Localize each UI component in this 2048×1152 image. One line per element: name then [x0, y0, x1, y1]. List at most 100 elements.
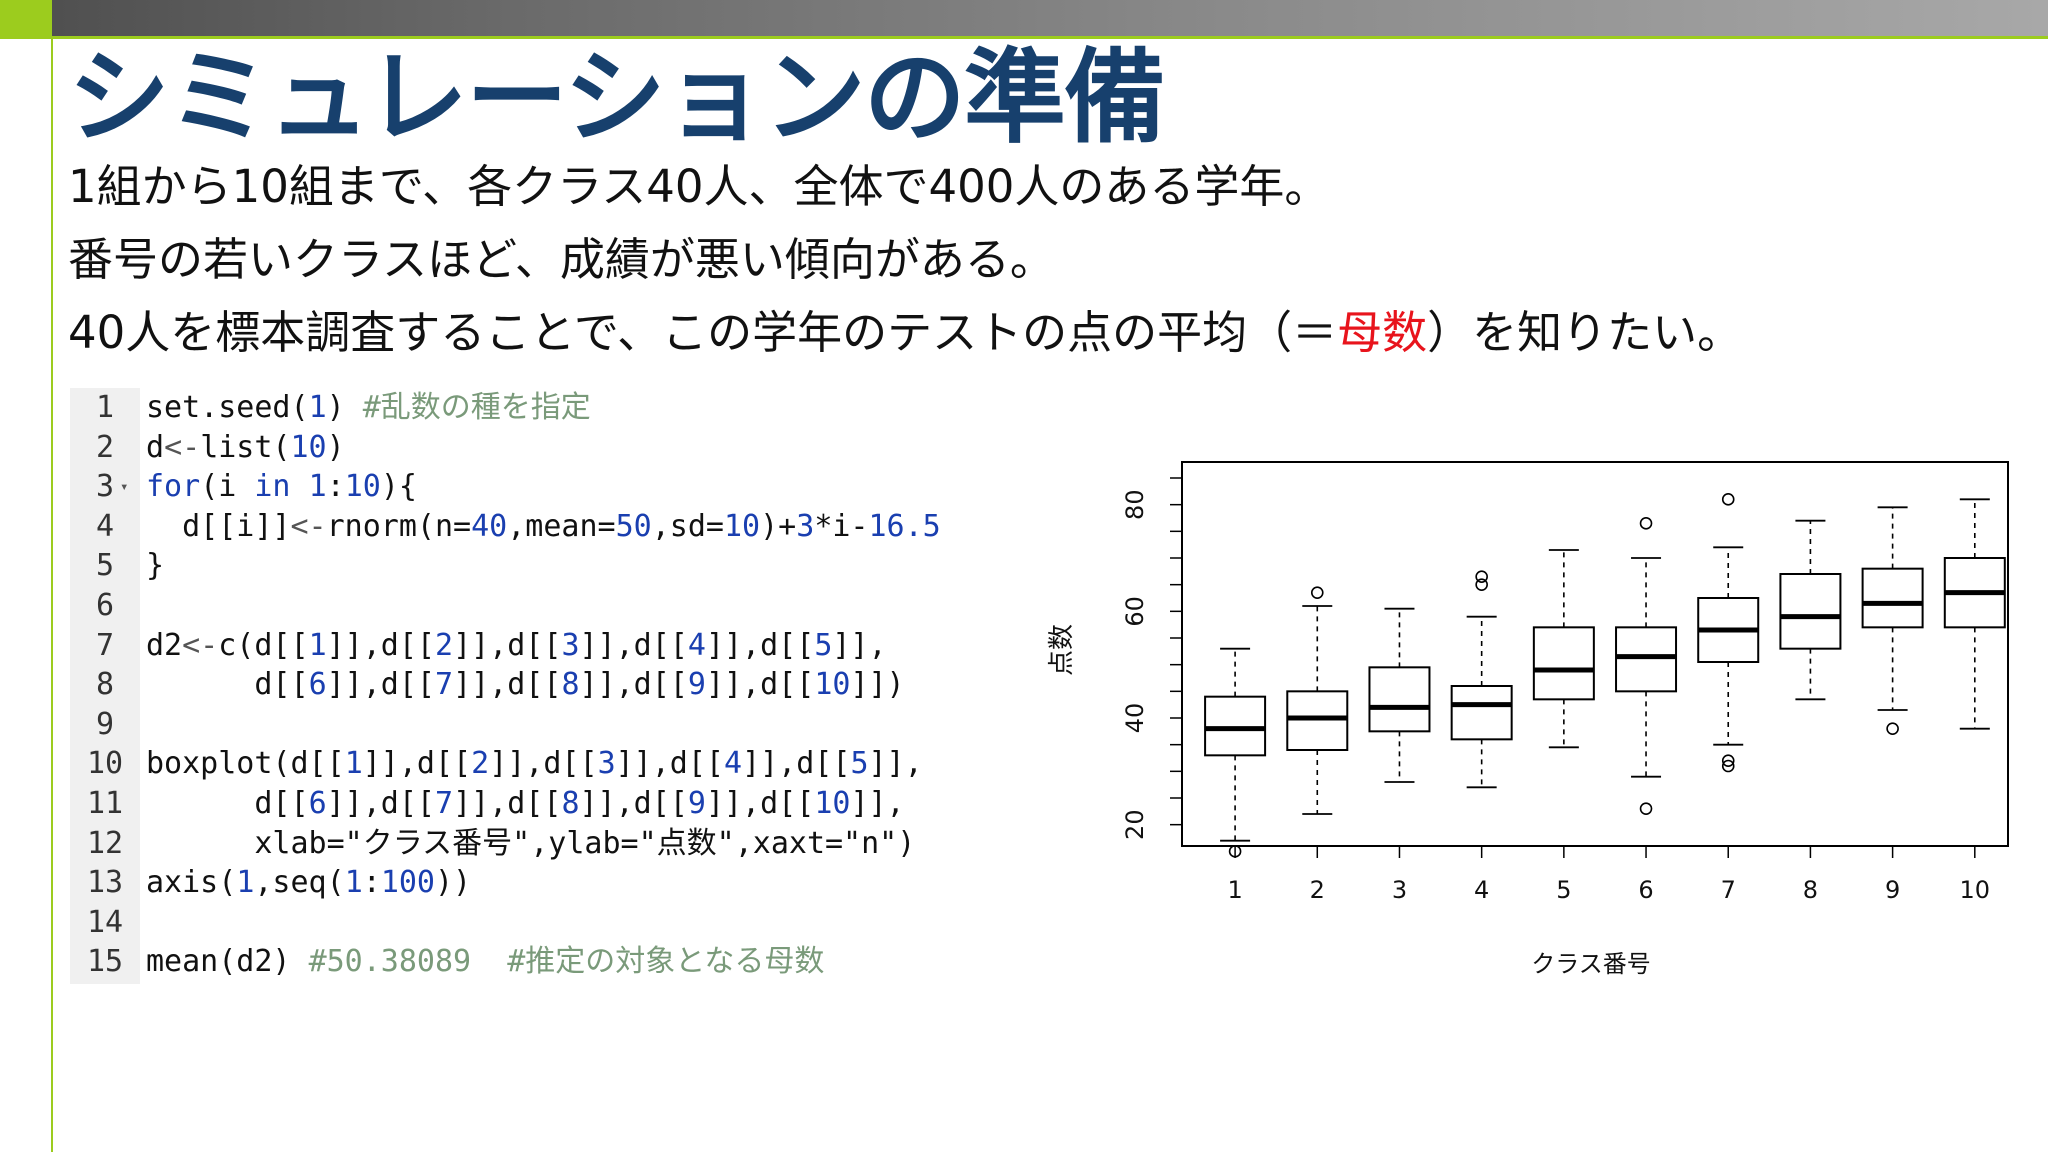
code-token: #乱数の種を指定	[362, 390, 591, 425]
code-token: 10	[344, 469, 381, 505]
line-number: 10	[86, 746, 124, 782]
code-text: }	[140, 548, 164, 583]
code-text	[140, 905, 146, 940]
x-tick-label: 4	[1474, 876, 1489, 904]
code-text: mean(d2) #50.38089 #推定の対象となる母数	[140, 944, 824, 979]
code-line: 9	[70, 705, 146, 745]
body-line-3-start: 40人を標本調査することで、この学年のテストの点の平均（＝	[68, 306, 1338, 359]
code-token: 1	[344, 865, 363, 901]
code-token: 10	[814, 667, 851, 703]
line-number: 2	[95, 429, 115, 465]
line-number: 7	[95, 627, 115, 663]
code-token: ))	[435, 865, 472, 901]
code-token: 3	[796, 508, 815, 544]
code-token: ]],d[[	[326, 667, 435, 703]
code-token: ]],d[[	[579, 667, 688, 703]
code-token: 7	[435, 667, 454, 703]
y-tick-label: 80	[1121, 489, 1149, 520]
code-token: ]],	[850, 786, 905, 821]
code-token: 2	[435, 627, 454, 663]
outlier-point	[1886, 722, 1899, 735]
code-line: 7 d2<-c(d[[1]],d[[2]],d[[3]],d[[4]],d[[5]…	[70, 626, 887, 666]
code-line: 6	[70, 586, 146, 626]
code-token: 1	[236, 865, 255, 901]
box-iqr	[1450, 685, 1513, 741]
outlier-point	[1721, 493, 1735, 506]
code-token: ]],d[[	[326, 786, 435, 821]
x-tick-label: 3	[1392, 876, 1407, 904]
code-token: ]],d[[	[362, 746, 472, 782]
line-number: 4	[95, 508, 115, 544]
code-token: ,seq(	[254, 865, 345, 901]
code-token: #50.38089 #推定の対象となる母数	[308, 944, 825, 980]
code-token: ]],d[[	[453, 667, 562, 703]
code-editor-screenshot: 1 set.seed(1) #乱数の種を指定 2 d<-list(10) 3 ▾ for(i…	[70, 388, 1050, 984]
code-line: 2 d<-list(10)	[70, 428, 345, 468]
code-token: ]],d[[	[453, 786, 562, 821]
code-text	[140, 588, 146, 623]
x-tick-label: 5	[1556, 876, 1571, 904]
code-token: 9	[687, 667, 706, 703]
box-iqr	[1286, 690, 1349, 751]
box-iqr	[1861, 567, 1924, 629]
code-text: axis(1,seq(1:100))	[140, 865, 471, 900]
code-token: )	[326, 390, 363, 425]
code-token: xlab="クラス番号",ylab="点数",xaxt="n")	[146, 825, 916, 861]
code-line: 5}	[70, 546, 164, 586]
code-token: axis(	[146, 865, 237, 901]
code-token: :	[362, 865, 381, 901]
line-number: 15	[86, 944, 124, 980]
left-accent-rule	[51, 36, 53, 1152]
code-line: 8 d[[6]],d[[7]],d[[8]],d[[9]],d[[10]])	[70, 665, 905, 705]
code-line: 10 boxplot(d[[1]],d[[2]],d[[3]],d[[4]],d[…	[70, 744, 923, 784]
highlight-parameter-term: 母数	[1337, 306, 1428, 359]
line-number: 14	[86, 904, 124, 940]
code-text: d[[6]],d[[7]],d[[8]],d[[9]],d[[10]],	[140, 786, 905, 821]
code-token: 16.5	[868, 508, 941, 544]
code-token: ]])	[850, 667, 905, 703]
x-tick-label: 8	[1803, 876, 1818, 904]
line-number: 1	[95, 390, 115, 425]
code-text: d[[i]]<-rnorm(n=40,mean=50,sd=10)+3*i-16…	[140, 509, 941, 544]
code-token: set.seed(	[146, 390, 309, 425]
y-tick-label: 60	[1121, 596, 1149, 627]
line-number: 3	[95, 469, 115, 505]
code-token: ,sd=	[651, 508, 724, 544]
code-token: 50	[615, 508, 652, 544]
code-token	[291, 469, 309, 504]
code-token: 4	[687, 627, 706, 663]
line-number: 13	[86, 865, 124, 901]
code-token: rnorm(n=	[326, 508, 472, 544]
code-token: :	[326, 469, 345, 505]
code-token: ]],d[[	[615, 746, 724, 782]
code-text: for(i in 1:10){	[140, 469, 417, 504]
fold-arrow-icon[interactable]: ▾	[120, 479, 129, 496]
code-token: ]],d[[	[705, 627, 815, 663]
plot-layer: 20 40 60 80 1 2 3 4 5 6 7 8 9 10	[1121, 461, 2009, 904]
code-token: d2	[146, 627, 183, 663]
code-token: mean(d2)	[146, 944, 309, 980]
code-token: 3	[561, 627, 580, 663]
top-header-bar	[0, 0, 2048, 39]
y-tick-label: 40	[1121, 703, 1149, 734]
outlier-point	[1639, 802, 1653, 815]
code-token: d	[146, 429, 165, 465]
code-token: 3	[597, 746, 616, 782]
code-token: ]],d[[	[579, 786, 688, 821]
code-line: 13 axis(1,seq(1:100))	[70, 863, 471, 903]
outlier-point	[1639, 517, 1653, 530]
code-line: 15 mean(d2) #50.38089 #推定の対象となる母数	[70, 942, 824, 982]
outlier-point	[1721, 759, 1735, 773]
code-token: ]],d[[	[742, 746, 851, 782]
box-iqr	[1204, 695, 1267, 757]
outlier-point	[1721, 754, 1735, 767]
code-token: 40	[471, 508, 508, 544]
code-token: 10	[290, 429, 327, 465]
code-text	[140, 707, 146, 742]
code-token: 1	[308, 390, 327, 425]
code-token: ,mean=	[507, 508, 616, 544]
code-token: 6	[308, 667, 327, 703]
code-token: list(	[200, 429, 291, 465]
body-line-3-end: ）を知りたい。	[1427, 306, 1743, 359]
slide-title: シミュレーションの準備	[68, 39, 1166, 158]
